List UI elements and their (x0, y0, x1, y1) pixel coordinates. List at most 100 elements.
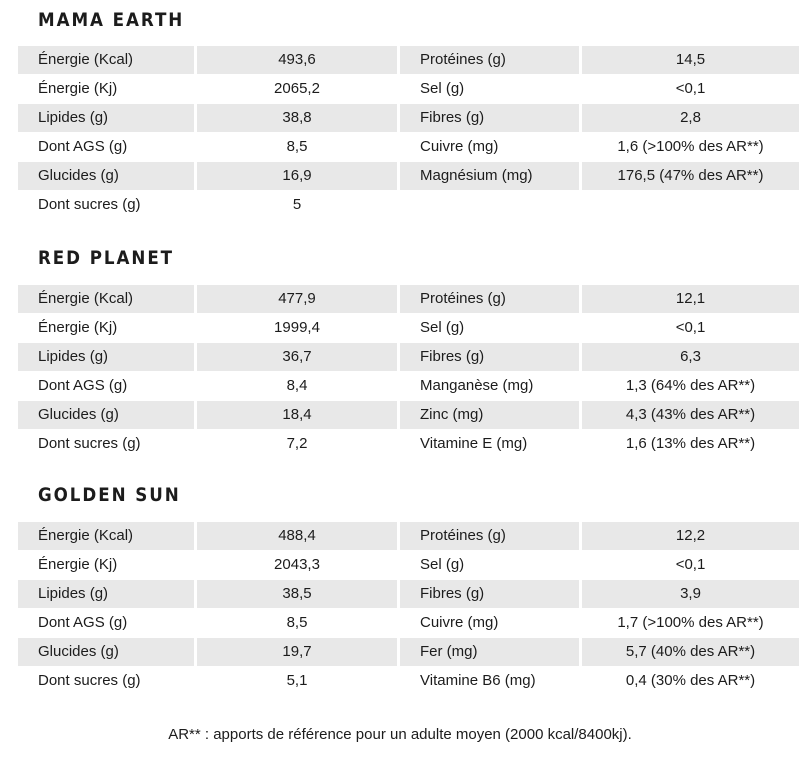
row-value: 488,4 (197, 522, 397, 550)
table-row: Lipides (g) 38,8 (18, 104, 397, 132)
table-row: Énergie (Kj) 1999,4 (18, 314, 397, 342)
row-value: 19,7 (197, 638, 397, 666)
row-value: 16,9 (197, 162, 397, 190)
row-value: 8,4 (286, 377, 308, 394)
row-label: Énergie (Kcal) (18, 522, 194, 550)
table-row: Glucides (g) 19,7 (18, 638, 397, 666)
table-row: Lipides (g) 38,5 (18, 580, 397, 608)
table-row: Vitamine B6 (mg) 0,4 (30% des AR**) (400, 667, 799, 695)
row-value: 12,1 (582, 285, 799, 313)
table-row: Dont sucres (g) 5,1 (18, 667, 397, 695)
row-label: Lipides (g) (18, 104, 194, 132)
row-value: <0,1 (675, 556, 706, 573)
row-label: Énergie (Kcal) (18, 46, 194, 74)
row-label: Magnésium (mg) (400, 162, 579, 190)
table-row: Zinc (mg) 4,3 (43% des AR**) (400, 401, 799, 429)
row-value: 7,2 (286, 435, 308, 452)
section-title-mama-earth: MAMA EARTH (38, 9, 185, 31)
row-label: Lipides (g) (18, 343, 194, 371)
row-label: Énergie (Kj) (38, 556, 118, 573)
row-value: 18,4 (197, 401, 397, 429)
row-value: 8,5 (286, 614, 308, 631)
row-value: <0,1 (675, 319, 706, 336)
table-row: Manganèse (mg) 1,3 (64% des AR**) (400, 372, 799, 400)
footnote: AR** : apports de référence pour un adul… (168, 726, 632, 743)
table-row: Dont sucres (g) 5 (18, 191, 397, 219)
row-label: Dont sucres (g) (38, 672, 141, 689)
table-row: Vitamine E (mg) 1,6 (13% des AR**) (400, 430, 799, 458)
row-label: Dont AGS (g) (38, 377, 128, 394)
row-value: 38,5 (197, 580, 397, 608)
table-row: Magnésium (mg) 176,5 (47% des AR**) (400, 162, 799, 190)
table-row: Fibres (g) 2,8 (400, 104, 799, 132)
row-value: 0,4 (30% des AR**) (625, 672, 756, 689)
row-label: Protéines (g) (400, 285, 579, 313)
table-row: Protéines (g) 14,5 (400, 46, 799, 74)
row-label: Énergie (Kj) (38, 80, 118, 97)
row-label: Énergie (Kcal) (18, 285, 194, 313)
table-row: Dont AGS (g) 8,5 (18, 609, 397, 637)
row-label: Cuivre (mg) (420, 138, 499, 155)
row-value: 5,1 (286, 672, 308, 689)
row-label: Fer (mg) (400, 638, 579, 666)
table-row: Sel (g) <0,1 (400, 551, 799, 579)
table-row: Fibres (g) 6,3 (400, 343, 799, 371)
section-title-golden-sun: GOLDEN SUN (38, 484, 181, 506)
row-value: 2,8 (582, 104, 799, 132)
table-row: Énergie (Kj) 2065,2 (18, 75, 397, 103)
row-label: Zinc (mg) (400, 401, 579, 429)
table-row: Dont AGS (g) 8,4 (18, 372, 397, 400)
row-value: 477,9 (197, 285, 397, 313)
table-row: Fer (mg) 5,7 (40% des AR**) (400, 638, 799, 666)
table-row: Énergie (Kcal) 493,6 (18, 46, 397, 74)
row-label: Glucides (g) (18, 401, 194, 429)
row-label: Dont sucres (g) (38, 196, 141, 213)
row-value: 1,6 (>100% des AR**) (617, 138, 764, 155)
table-row: Sel (g) <0,1 (400, 75, 799, 103)
row-label: Fibres (g) (400, 580, 579, 608)
row-label: Glucides (g) (18, 638, 194, 666)
row-label: Sel (g) (420, 319, 465, 336)
row-label: Fibres (g) (400, 104, 579, 132)
row-value: 14,5 (582, 46, 799, 74)
row-value: 12,2 (582, 522, 799, 550)
table-row: Fibres (g) 3,9 (400, 580, 799, 608)
row-value: 6,3 (582, 343, 799, 371)
row-label: Cuivre (mg) (420, 614, 499, 631)
row-value: 36,7 (197, 343, 397, 371)
row-value: 8,5 (286, 138, 308, 155)
row-label: Protéines (g) (400, 522, 579, 550)
row-label: Énergie (Kj) (38, 319, 118, 336)
section-title-red-planet: RED PLANET (38, 247, 175, 269)
row-value: 2065,2 (274, 80, 320, 97)
row-value: 1,6 (13% des AR**) (625, 435, 756, 452)
row-value: 4,3 (43% des AR**) (582, 401, 799, 429)
row-label: Dont AGS (g) (38, 614, 128, 631)
row-label: Lipides (g) (18, 580, 194, 608)
row-label: Sel (g) (420, 80, 465, 97)
row-value: 493,6 (197, 46, 397, 74)
row-value: 5 (292, 196, 302, 213)
row-label: Vitamine E (mg) (420, 435, 528, 452)
row-label: Protéines (g) (400, 46, 579, 74)
row-label: Manganèse (mg) (420, 377, 534, 394)
table-row: Cuivre (mg) 1,6 (>100% des AR**) (400, 133, 799, 161)
row-value: 5,7 (40% des AR**) (582, 638, 799, 666)
row-value: 176,5 (47% des AR**) (582, 162, 799, 190)
table-row: Énergie (Kj) 2043,3 (18, 551, 397, 579)
table-row: Énergie (Kcal) 477,9 (18, 285, 397, 313)
table-row: Sel (g) <0,1 (400, 314, 799, 342)
row-label: Fibres (g) (400, 343, 579, 371)
row-label: Glucides (g) (18, 162, 194, 190)
table-row: Lipides (g) 36,7 (18, 343, 397, 371)
table-row: Énergie (Kcal) 488,4 (18, 522, 397, 550)
row-label: Vitamine B6 (mg) (420, 672, 536, 689)
table-row: Protéines (g) 12,1 (400, 285, 799, 313)
row-value: <0,1 (675, 80, 706, 97)
table-row: Cuivre (mg) 1,7 (>100% des AR**) (400, 609, 799, 637)
row-label: Dont AGS (g) (38, 138, 128, 155)
row-label: Sel (g) (420, 556, 465, 573)
table-row: Glucides (g) 16,9 (18, 162, 397, 190)
row-value: 38,8 (197, 104, 397, 132)
table-row: Dont AGS (g) 8,5 (18, 133, 397, 161)
